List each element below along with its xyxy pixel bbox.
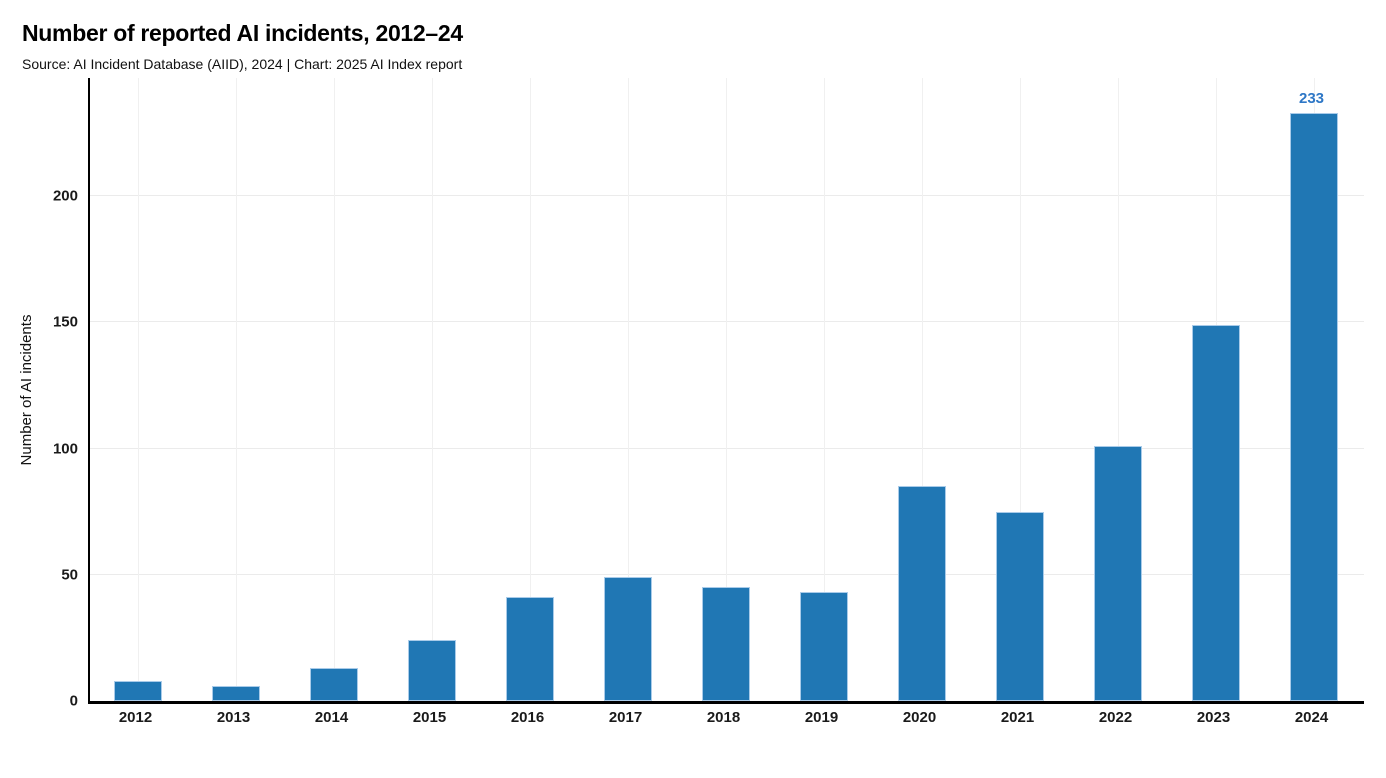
y-tick-label-0: 0 xyxy=(69,692,78,710)
x-gridline-2017 xyxy=(627,78,629,701)
x-tick-label-2024: 2024 xyxy=(1294,709,1329,726)
x-gridline-2016 xyxy=(529,78,531,701)
x-tick-label-2021: 2021 xyxy=(1000,709,1035,726)
x-tick-label-2012: 2012 xyxy=(118,709,153,726)
y-gridline-150 xyxy=(90,321,1364,323)
x-tick-label-2023: 2023 xyxy=(1196,709,1231,726)
bar-2022 xyxy=(1093,445,1142,701)
x-tick-label-2017: 2017 xyxy=(608,709,643,726)
x-gridline-2019 xyxy=(823,78,825,701)
x-gridline-2018 xyxy=(725,78,727,701)
bar-2018 xyxy=(701,587,750,701)
bar-2012 xyxy=(113,680,162,701)
y-tick-label-50: 50 xyxy=(61,566,78,584)
bar-2021 xyxy=(995,511,1044,701)
bar-value-label-2024: 233 xyxy=(1298,89,1325,107)
x-tick-label-2015: 2015 xyxy=(412,709,447,726)
bar-2013 xyxy=(211,685,260,701)
x-tick-label-2019: 2019 xyxy=(804,709,839,726)
plot-area xyxy=(88,78,1364,704)
y-gridline-100 xyxy=(90,447,1364,449)
bar-2024 xyxy=(1289,112,1338,701)
bar-2017 xyxy=(603,577,652,701)
y-tick-label-100: 100 xyxy=(52,440,78,457)
x-gridline-2021 xyxy=(1019,78,1021,701)
x-gridline-2012 xyxy=(137,78,139,701)
y-axis-title: Number of AI incidents xyxy=(18,314,35,466)
bar-2014 xyxy=(309,668,358,701)
y-gridline-50 xyxy=(90,573,1364,575)
y-gridline-200 xyxy=(90,195,1364,196)
y-tick-label-150: 150 xyxy=(52,313,78,331)
bar-2020 xyxy=(897,486,946,701)
x-tick-label-2014: 2014 xyxy=(314,709,349,726)
chart-subtitle: Source: AI Incident Database (AIID), 202… xyxy=(22,56,463,72)
bar-2016 xyxy=(505,597,554,701)
x-tick-label-2016: 2016 xyxy=(510,709,545,726)
x-gridline-2015 xyxy=(431,78,433,701)
bar-2019 xyxy=(799,592,848,701)
bar-2023 xyxy=(1191,324,1240,701)
chart-title: Number of reported AI incidents, 2012–24 xyxy=(22,20,463,46)
x-gridline-2013 xyxy=(235,78,237,701)
y-tick-label-200: 200 xyxy=(52,187,78,205)
x-tick-label-2013: 2013 xyxy=(216,709,251,726)
x-gridline-2022 xyxy=(1117,78,1119,701)
x-tick-label-2022: 2022 xyxy=(1098,709,1133,726)
x-gridline-2014 xyxy=(333,78,335,701)
x-tick-label-2020: 2020 xyxy=(902,709,937,726)
bar-2015 xyxy=(407,640,456,701)
x-tick-label-2018: 2018 xyxy=(706,709,741,726)
x-gridline-2020 xyxy=(921,78,923,701)
